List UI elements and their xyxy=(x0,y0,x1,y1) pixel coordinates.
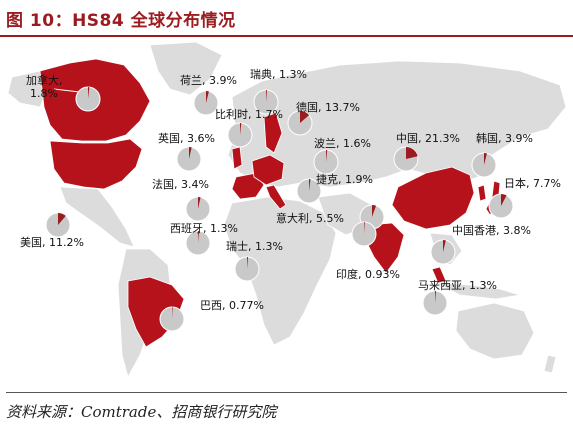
label-brazil: 巴西, 0.77% xyxy=(200,299,264,312)
label-japan: 日本, 7.7% xyxy=(504,177,561,190)
central-europe-region xyxy=(251,154,285,186)
label-usa: 美国, 11.2% xyxy=(20,236,84,249)
label-czech: 捷克, 1.9% xyxy=(316,173,373,186)
australia xyxy=(455,302,535,360)
label-sweden: 瑞典, 1.3% xyxy=(250,68,307,81)
label-france: 法国, 3.4% xyxy=(152,178,209,191)
label-germany: 德国, 13.7% xyxy=(296,101,360,114)
source-note: 资料来源：Comtrade、招商银行研究院 xyxy=(6,403,277,421)
pie-slice-malaysia xyxy=(435,291,436,303)
label-india: 印度, 0.93% xyxy=(336,268,400,281)
pie-slice-brazil xyxy=(172,307,173,319)
italy-region xyxy=(265,184,287,210)
label-poland: 波兰, 1.6% xyxy=(314,137,371,150)
pie-slice-canada xyxy=(88,87,90,99)
new-zealand xyxy=(543,354,557,374)
figure-title: 图 10：HS84 全球分布情况 xyxy=(6,11,236,31)
pie-slice-korea xyxy=(484,153,487,165)
pie-slice-poland xyxy=(326,150,328,162)
pie-slice-india xyxy=(364,222,365,234)
pie-slice-czech xyxy=(309,179,311,191)
label-china: 中国, 21.3% xyxy=(396,132,460,145)
label-belgium: 比利时, 1.7% xyxy=(215,108,283,121)
greenland xyxy=(149,41,223,96)
indonesia xyxy=(435,282,521,300)
africa xyxy=(223,196,337,346)
label-malaysia: 马来西亚, 1.3% xyxy=(418,279,497,292)
pie-slice-sweden xyxy=(266,90,267,102)
pie-slice-switzerland xyxy=(247,257,248,269)
korea-region xyxy=(477,184,487,202)
pie-slice-spain xyxy=(198,231,199,243)
uk-region xyxy=(231,146,243,170)
pie-slice-italy xyxy=(372,205,377,217)
mexico-central-america xyxy=(59,186,135,248)
footer-divider xyxy=(6,392,567,393)
sweden-region xyxy=(263,112,283,154)
label-italy: 意大利, 5.5% xyxy=(276,212,344,225)
label-hongkong: 中国香港, 3.8% xyxy=(452,224,531,237)
pie-slice-belgium xyxy=(240,123,242,135)
world-map xyxy=(7,41,567,379)
label-uk: 英国, 3.6% xyxy=(158,132,215,145)
label-canada: 加拿大, 1.8% xyxy=(26,74,63,100)
pie-slice-japan xyxy=(501,194,507,206)
pie-charts xyxy=(45,86,514,332)
pie-slice-france xyxy=(198,197,201,209)
label-netherlands: 荷兰, 3.9% xyxy=(180,74,237,87)
pie-slice-hongkong xyxy=(443,240,446,252)
label-spain: 西班牙, 1.3% xyxy=(170,222,238,235)
usa-region xyxy=(49,138,143,190)
label-korea: 韩国, 3.9% xyxy=(476,132,533,145)
title-divider xyxy=(0,35,573,37)
pie-slice-uk xyxy=(189,147,192,159)
highlighted-countries xyxy=(39,58,501,348)
pie-slice-usa xyxy=(58,213,66,225)
pie-slice-netherlands xyxy=(206,91,209,103)
pie-slice-china xyxy=(406,147,418,159)
label-switzerland: 瑞士, 1.3% xyxy=(226,240,283,253)
malaysia-region xyxy=(431,266,447,284)
pie-slice-germany xyxy=(300,111,310,123)
china-region xyxy=(391,166,475,230)
